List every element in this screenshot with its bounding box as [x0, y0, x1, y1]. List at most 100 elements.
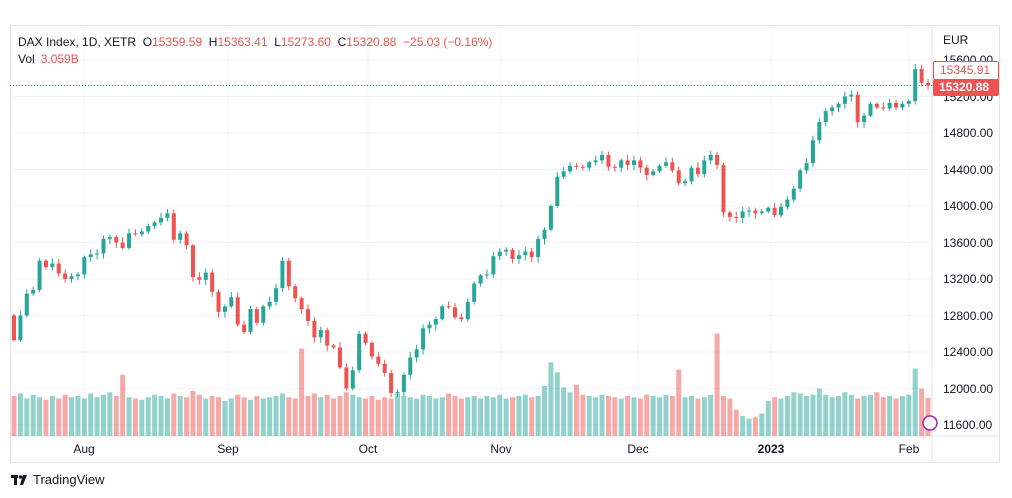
volume-bar [11, 396, 17, 436]
candle-body [868, 103, 873, 116]
volume-bar [343, 392, 349, 436]
candle-body [913, 69, 918, 102]
volume-bar [184, 397, 190, 436]
candle-body [542, 229, 547, 239]
volume-bar [727, 398, 733, 436]
tradingview-logo[interactable]: TradingView [11, 472, 105, 487]
candle-body [318, 330, 323, 338]
candle-body [753, 210, 758, 214]
volume-bar [490, 397, 496, 436]
volume-legend: Vol 3.059B [18, 52, 79, 66]
candle-body [894, 102, 899, 108]
volume-bar [81, 398, 87, 436]
candle-body [95, 253, 100, 255]
volume-bar [43, 399, 49, 436]
high-price-tag: 15345.91 [933, 61, 999, 80]
ytick-label: 14000.00 [943, 199, 994, 213]
candle-body [772, 207, 777, 216]
candle-body [197, 277, 202, 280]
candle-body [574, 165, 579, 167]
volume-bar [177, 396, 183, 436]
volume-bar [318, 397, 324, 436]
candle-body [440, 306, 445, 320]
vol-label: Vol [18, 52, 35, 66]
volume-bar [158, 396, 164, 436]
candle-body [235, 297, 240, 325]
candle-body [619, 160, 624, 168]
volume-bar [350, 394, 356, 436]
volume-bar [37, 397, 43, 436]
volume-bar [842, 392, 848, 436]
candle-body [593, 160, 598, 163]
volume-bar [695, 398, 701, 436]
volume-bar [145, 397, 151, 436]
candle-body [836, 103, 841, 108]
ytick-label: 12800.00 [943, 308, 994, 323]
candle-body [747, 210, 752, 212]
candle-body [631, 160, 636, 165]
candle-body [561, 171, 566, 177]
close-value: 15320.88 [346, 35, 397, 49]
candle-body [548, 206, 553, 230]
candle-body [484, 274, 489, 276]
candle-body [727, 212, 732, 217]
xtick-label: Sep [217, 442, 239, 456]
volume-bar [759, 413, 765, 436]
candle-body [337, 347, 342, 368]
volume-bar [273, 396, 279, 436]
volume-bar [164, 398, 170, 436]
volume-bar [356, 397, 362, 436]
volume-bar [637, 398, 643, 436]
volume-bar [394, 393, 400, 436]
symbol-label: DAX Index, 1D, XETR [18, 35, 137, 49]
volume-bar [861, 396, 867, 436]
candle-body [229, 297, 234, 307]
volume-bar [388, 398, 394, 436]
volume-bar [772, 397, 778, 436]
candle-body [683, 181, 688, 184]
candle-body [331, 345, 336, 348]
candle-body [516, 255, 521, 259]
candle-body [382, 363, 387, 373]
volume-bar [113, 396, 119, 436]
volume-bar [669, 396, 675, 436]
candle-body [785, 199, 790, 207]
candle-body [810, 140, 815, 164]
volume-bar [804, 396, 810, 436]
candle-body [887, 102, 892, 109]
candle-body [478, 275, 483, 284]
ytick-label: 12400.00 [943, 345, 994, 359]
candle-body [708, 154, 713, 161]
volume-bar [906, 394, 912, 436]
candle-body [159, 217, 164, 223]
candle-body [50, 263, 55, 268]
volume-bar [605, 396, 611, 436]
candle-body [862, 115, 867, 123]
volume-bar [203, 398, 209, 436]
volume-bar [30, 394, 36, 436]
candle-body [446, 306, 451, 308]
volume-bar [503, 398, 509, 436]
volume-bar [580, 394, 586, 436]
volume-bar [222, 401, 228, 436]
candle-body [274, 288, 279, 302]
volume-bar [676, 369, 682, 436]
volume-bar [567, 392, 573, 436]
volume-bar [599, 394, 605, 436]
candle-body [222, 306, 227, 312]
candle-body [804, 163, 809, 171]
volume-bar [625, 396, 631, 436]
candle-body [644, 167, 649, 175]
volume-bar [375, 399, 381, 436]
candle-body [465, 301, 470, 320]
candle-body [363, 333, 368, 343]
volume-bar [510, 397, 516, 436]
volume-bar [689, 396, 695, 436]
xtick-label: 2023 [757, 442, 785, 456]
candle-body [874, 103, 879, 108]
volume-bar [465, 397, 471, 436]
volume-bar [471, 396, 477, 436]
candle-body [242, 324, 247, 332]
volume-bar [139, 399, 145, 436]
chart-plot[interactable] [10, 25, 1000, 463]
